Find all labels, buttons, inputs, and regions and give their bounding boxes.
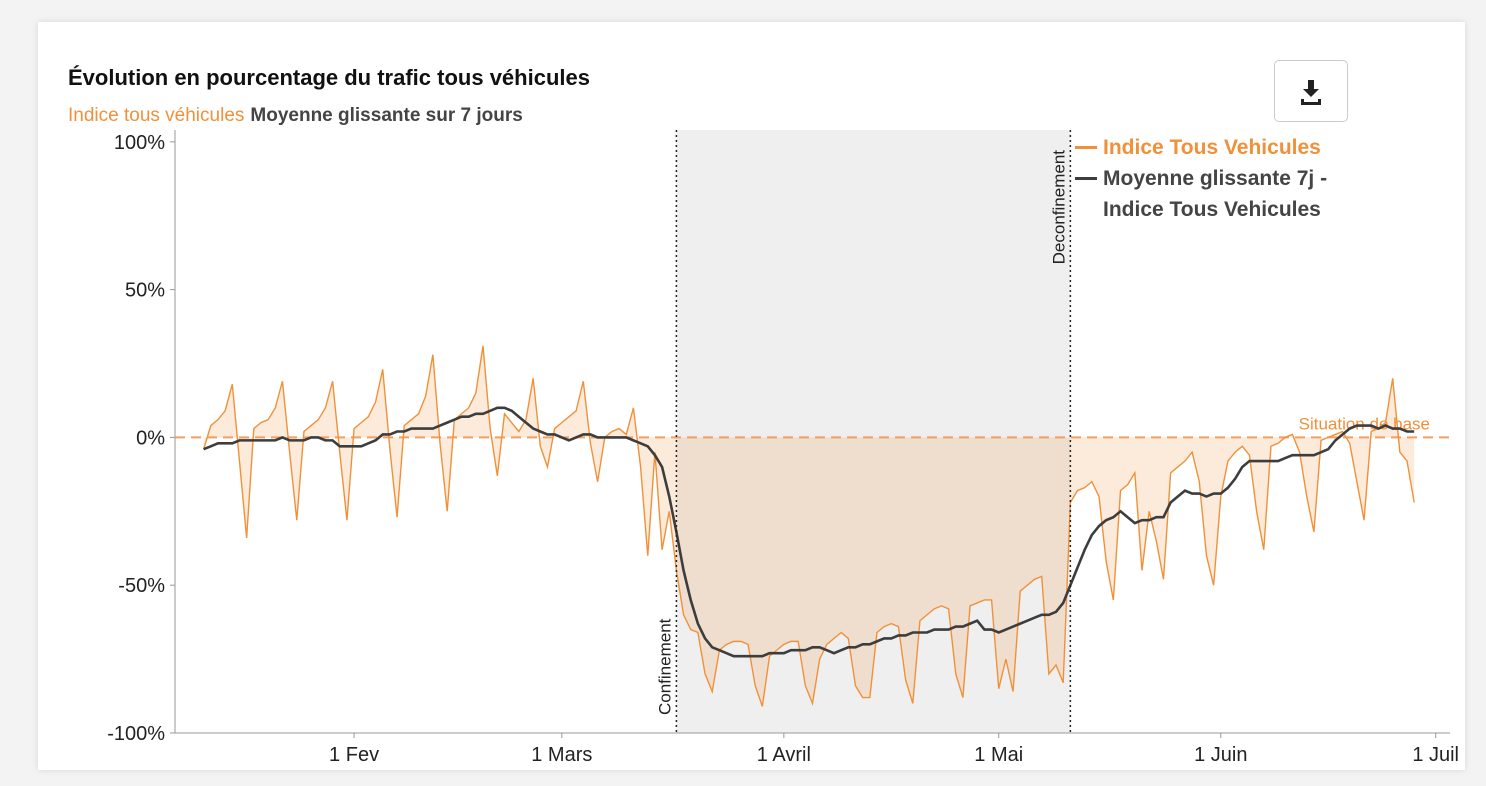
- legend-label: Indice Tous Vehicules: [1103, 136, 1321, 159]
- x-tick-label: 1 Juin: [1194, 744, 1247, 766]
- area-fill: [203, 345, 1415, 707]
- legend-marker: [1075, 177, 1097, 180]
- subtitle: Indice tous véhicules Moyenne glissante s…: [68, 105, 523, 126]
- series-line: [203, 406, 1415, 658]
- y-tick-label: -100%: [107, 723, 165, 745]
- subtitle-part: Indice tous véhicules: [68, 105, 244, 126]
- legend-label: Moyenne glissante 7j - Indice Tous Vehic…: [1103, 167, 1328, 221]
- x-tick-label: 1 Mai: [974, 744, 1023, 766]
- series-line: [202, 345, 1415, 707]
- legend-item: Moyenne glissante 7j - Indice Tous Vehic…: [1075, 163, 1375, 225]
- period-shade: [676, 130, 1071, 733]
- y-tick-label: -50%: [118, 575, 165, 597]
- download-icon: [1301, 80, 1321, 105]
- x-tick-label: 1 Mars: [531, 744, 592, 766]
- x-tick-label: 1 Fev: [329, 744, 379, 766]
- legend-item: Indice Tous Vehicules: [1075, 132, 1375, 163]
- y-tick-label: 100%: [114, 132, 165, 154]
- x-tick-label: 1 Juil: [1412, 744, 1459, 766]
- annotation-label: Deconfinement: [1049, 150, 1068, 265]
- download-button[interactable]: [1274, 60, 1348, 122]
- y-tick-label: 50%: [125, 280, 165, 302]
- y-tick-label: 0%: [136, 427, 165, 449]
- chart-title: Évolution en pourcentage du trafic tous …: [68, 65, 590, 90]
- x-tick-label: 1 Avril: [757, 744, 811, 766]
- subtitle-part: Moyenne glissante sur 7 jours: [250, 105, 522, 126]
- legend: Indice Tous Vehicules Moyenne glissante 7…: [1075, 132, 1375, 225]
- legend-marker: [1075, 146, 1097, 149]
- annotation-label: Confinement: [655, 618, 674, 715]
